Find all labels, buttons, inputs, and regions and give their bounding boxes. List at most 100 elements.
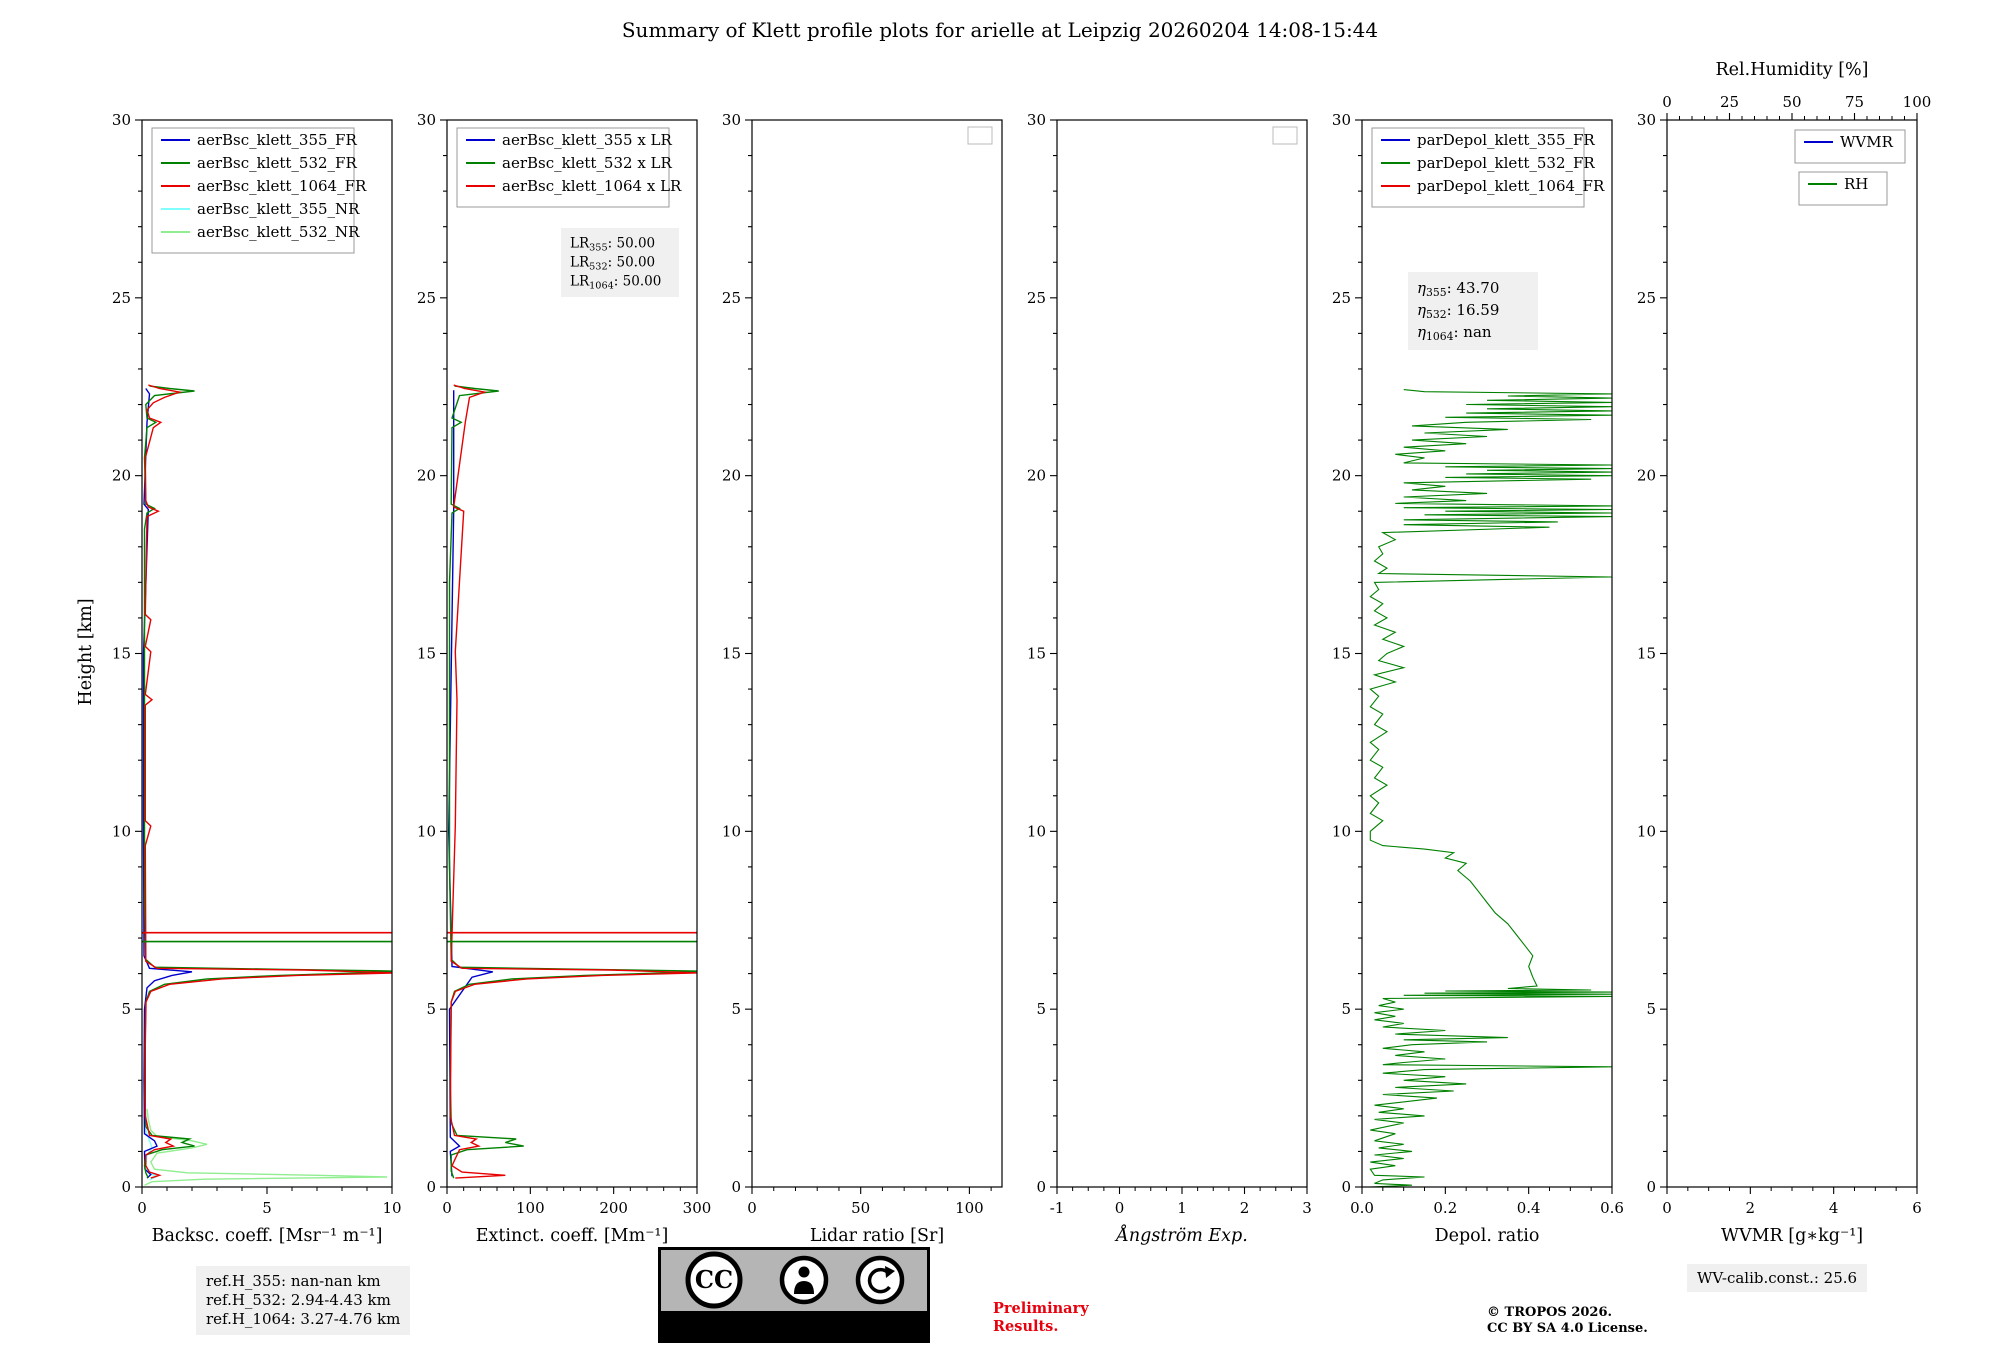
y-tick-label: 15 — [1027, 645, 1046, 663]
y-tick-label: 5 — [1036, 1000, 1046, 1018]
legend-label: aerBsc_klett_532 x LR — [502, 154, 673, 172]
y-tick-label: 10 — [1332, 822, 1351, 840]
annotation-line: η532: 16.59 — [1417, 301, 1499, 321]
legend-label: aerBsc_klett_355_FR — [197, 131, 357, 149]
ref-h-532: ref.H_532: 2.94-4.43 km — [206, 1291, 391, 1309]
annotation-box — [561, 228, 679, 297]
wv-calib-box: WV-calib.const.: 25.6 — [1687, 1264, 1868, 1292]
axes-frame — [141, 119, 393, 1188]
top-tick-label: 50 — [1782, 93, 1801, 111]
y-tick-label: 5 — [1341, 1000, 1351, 1018]
legend-box-empty — [967, 126, 993, 145]
xlabel-lidar-ratio: Lidar ratio [Sr] — [810, 1226, 944, 1246]
y-tick-label: 0 — [121, 1178, 131, 1196]
y-tick-label: 15 — [1637, 645, 1656, 663]
y-tick-label: 30 — [1332, 111, 1351, 129]
y-axis-label: Height [km] — [76, 598, 96, 706]
annotation-line: LR1064: 50.00 — [570, 274, 661, 292]
preliminary-note: Preliminary Results. — [993, 1300, 1089, 1336]
panel-backscatter: 0 5 10 15 20 25 30 0 5 10 Backsc. coeff. [Msr⁻¹ m⁻… — [112, 111, 402, 1246]
preliminary-line2: Results. — [993, 1318, 1059, 1335]
panel-depol-ratio: 0 5 10 15 20 25 30 0.0 0.2 0.4 0.6 Depol. ratio parD… — [1332, 111, 1624, 1246]
figure-title: Summary of Klett profile plots for ariel… — [621, 18, 1379, 42]
annotation-line: η1064: nan — [1417, 323, 1492, 343]
series-aerBsc_klett_355_x_LR — [447, 390, 493, 1177]
legend-box — [1371, 127, 1585, 208]
y-tick-label: 25 — [722, 289, 741, 307]
y-tick-label: 15 — [417, 645, 436, 663]
person-head-icon — [798, 1266, 810, 1278]
y-tick-label: 5 — [426, 1000, 436, 1018]
legend-label: parDepol_klett_355_FR — [1417, 131, 1595, 149]
annotation-line: LR532: 50.00 — [570, 255, 655, 273]
legend-box-empty — [1272, 126, 1298, 145]
y-tick-label: 25 — [1637, 289, 1656, 307]
y-tick-label: 10 — [1027, 822, 1046, 840]
y-tick-label: 20 — [1027, 467, 1046, 485]
y-tick-label: 20 — [417, 467, 436, 485]
y-tick-label: 25 — [1027, 289, 1046, 307]
legend-box — [1798, 171, 1888, 206]
y-tick-label: 5 — [1646, 1000, 1656, 1018]
y-tick-label: 5 — [731, 1000, 741, 1018]
x-tick-label: 0 — [1115, 1199, 1125, 1217]
y-tick-label: 30 — [722, 111, 741, 129]
annotation-line: LR355: 50.00 — [570, 236, 655, 254]
sa-arrow-icon — [867, 1267, 891, 1294]
series-aerBsc_klett_1064_FR — [144, 384, 392, 1179]
x-tick-label: 0.6 — [1600, 1199, 1624, 1217]
sa-text: SA — [866, 1317, 895, 1339]
annotation-line: η355: 43.70 — [1417, 279, 1499, 299]
y-tick-label: 0 — [1036, 1178, 1046, 1196]
xlabel-depol-ratio: Depol. ratio — [1435, 1226, 1540, 1246]
series-aerBsc_klett_532_NR — [144, 1108, 388, 1186]
x-tick-label: 200 — [599, 1199, 628, 1217]
axes-frame — [751, 119, 1003, 1188]
legend-box — [1794, 129, 1906, 164]
badge-bottom-bar — [661, 1311, 927, 1340]
x-tick-label: 0 — [137, 1199, 147, 1217]
legend-label: aerBsc_klett_355_NR — [197, 200, 360, 218]
y-tick-label: 15 — [112, 645, 131, 663]
x-tick-label: 100 — [955, 1199, 984, 1217]
ref-h-1064: ref.H_1064: 3.27-4.76 km — [206, 1310, 401, 1328]
x-tick-label: -1 — [1050, 1199, 1065, 1217]
tropos-line2: CC BY SA 4.0 License. — [1487, 1321, 1648, 1336]
x-tick-label: 10 — [382, 1199, 401, 1217]
y-tick-label: 0 — [1646, 1178, 1656, 1196]
x-tick-label: 50 — [851, 1199, 870, 1217]
series-parDepol_klett_532_FR — [1369, 389, 1612, 1187]
y-tick-label: 10 — [1637, 822, 1656, 840]
by-person-circle-icon — [779, 1255, 829, 1305]
y-tick-label: 20 — [1332, 467, 1351, 485]
xlabel-extinction: Extinct. coeff. [Mm⁻¹] — [476, 1226, 669, 1246]
legend-label: aerBsc_klett_1064_FR — [197, 177, 367, 195]
axes-frame — [1056, 119, 1308, 1188]
legend-label: aerBsc_klett_532_NR — [197, 223, 360, 241]
x-tick-label: 0 — [442, 1199, 452, 1217]
legend-label: parDepol_klett_1064_FR — [1417, 177, 1605, 195]
y-tick-label: 15 — [722, 645, 741, 663]
x-tick-label: 4 — [1829, 1199, 1839, 1217]
legend-label: WVMR — [1840, 133, 1894, 151]
cc-circle-icon — [685, 1251, 743, 1309]
ref-heights-box: ref.H_355: nan-nan km ref.H_532: 2.94-4.… — [196, 1266, 411, 1335]
y-tick-label: 25 — [417, 289, 436, 307]
y-tick-label: 25 — [1332, 289, 1351, 307]
y-tick-label: 30 — [112, 111, 131, 129]
preliminary-line1: Preliminary — [993, 1300, 1089, 1317]
x-tick-label: 100 — [516, 1199, 545, 1217]
y-tick-label: 15 — [1332, 645, 1351, 663]
x-tick-label: 5 — [262, 1199, 272, 1217]
y-tick-label: 30 — [1637, 111, 1656, 129]
y-tick-label: 25 — [112, 289, 131, 307]
legend-label: aerBsc_klett_1064 x LR — [502, 177, 682, 195]
y-tick-label: 20 — [1637, 467, 1656, 485]
x-tick-label: 0.0 — [1350, 1199, 1374, 1217]
xlabel-angstrom: Ångström Exp. — [1114, 1225, 1248, 1246]
top-tick-label: 75 — [1845, 93, 1864, 111]
top-tick-label: 100 — [1903, 93, 1932, 111]
